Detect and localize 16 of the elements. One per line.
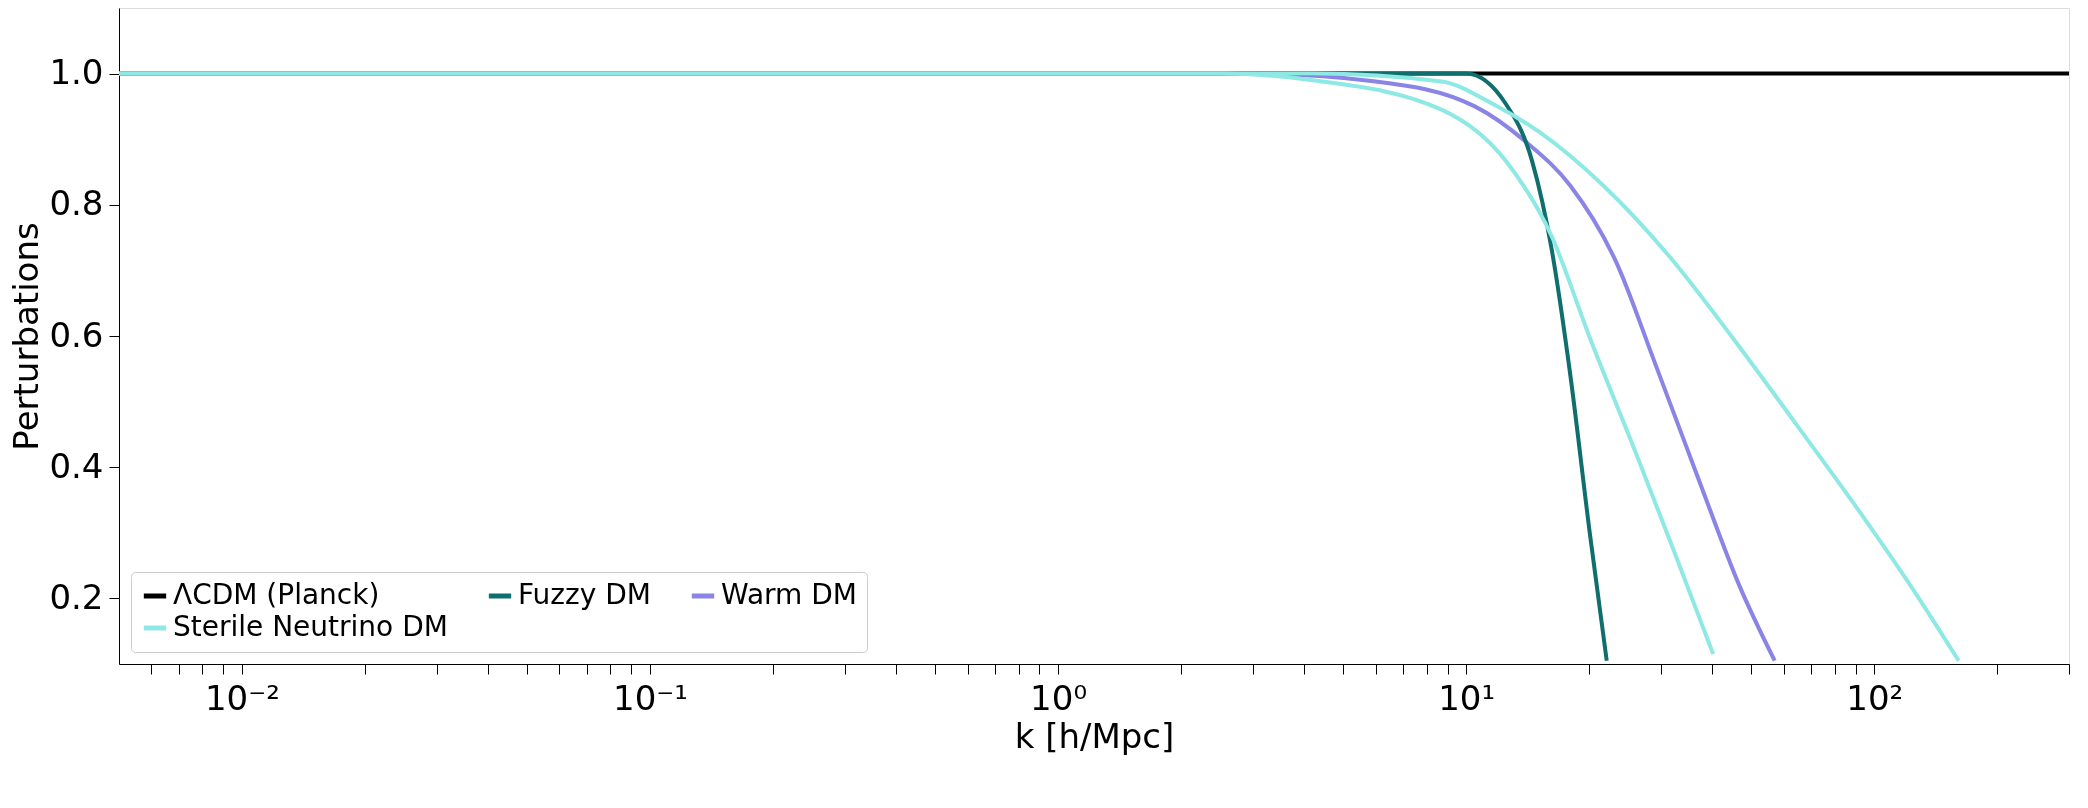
legend-label: ΛCDM (Planck): [173, 578, 380, 611]
y-tick-label: 0.8: [49, 183, 104, 224]
y-tick-label: 0.4: [49, 445, 104, 486]
x-tick-label: 10⁰: [1030, 677, 1088, 718]
x-tick-label: 10²: [1846, 677, 1904, 718]
legend-label: Sterile Neutrino DM: [173, 610, 448, 643]
x-tick-label: 10¹: [1438, 677, 1496, 718]
y-tick-label: 0.6: [49, 314, 104, 355]
legend-label: Fuzzy DM: [518, 578, 651, 611]
y-tick-label: 1.0: [49, 52, 104, 93]
x-axis-title: k [h/Mpc]: [1014, 715, 1175, 756]
y-axis-title: Perturbations: [6, 222, 47, 451]
legend-label: Warm DM: [721, 578, 857, 611]
x-tick-label: 10⁻²: [204, 677, 280, 718]
y-tick-label: 0.2: [49, 576, 104, 617]
x-tick-label: 10⁻¹: [613, 677, 688, 718]
